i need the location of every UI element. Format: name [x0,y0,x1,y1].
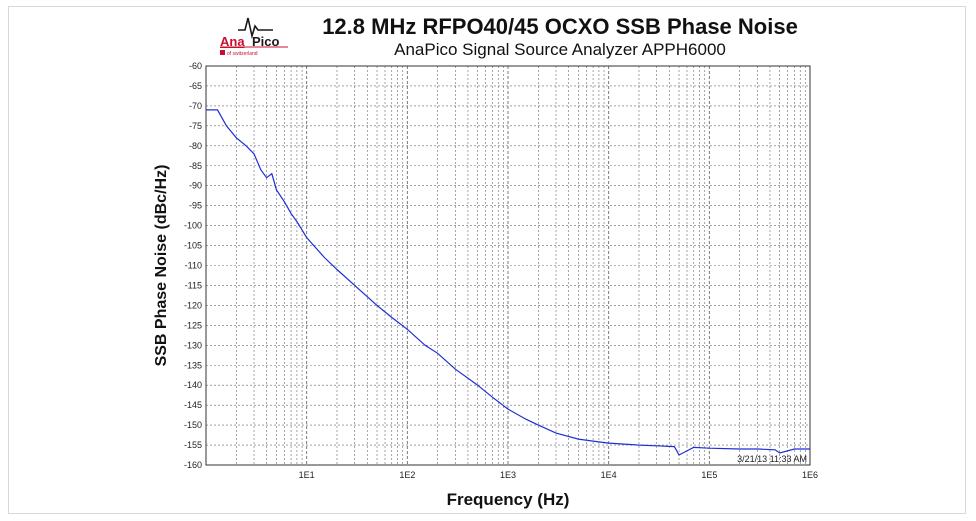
y-tick-label: -130 [184,340,202,350]
x-axis-title: Frequency (Hz) [447,490,570,509]
y-tick-label: -155 [184,440,202,450]
y-tick-label: -145 [184,400,202,410]
y-tick-label: -115 [185,280,202,290]
y-tick-label: -105 [184,241,202,251]
logo-waveform-icon [220,17,288,55]
grid-lines [206,65,810,466]
y-tick-label: -85 [189,161,202,171]
plot-area-border [205,65,811,466]
y-tick-label: -110 [185,261,202,271]
y-tick-labels: -60 -65 -70 -75 -80 -85 -90 -95 -100 -105 -110 -115… [184,61,202,470]
y-tick-label: -150 [184,420,202,430]
logo-ana-text: Ana [220,34,245,49]
y-tick-label: -65 [189,81,202,91]
y-tick-label: -90 [189,181,202,191]
logo-tagline: of switzerland [227,51,258,57]
x-tick-label: 1E2 [399,470,415,480]
chart-subtitle: AnaPico Signal Source Analyzer APPH6000 [394,40,726,59]
y-tick-label: -95 [189,201,202,211]
y-tick-label: -70 [189,101,202,111]
phase-noise-trace [206,109,810,456]
x-tick-label: 1E5 [701,470,717,480]
y-tick-label: -120 [184,300,202,310]
x-tick-label: 1E4 [601,470,617,480]
y-tick-label: -100 [184,221,202,231]
anapico-logo: Ana Pico of switzerland [218,16,296,62]
x-tick-label: 1E6 [802,470,818,480]
chart-frame [8,6,966,514]
y-tick-label: -135 [184,360,202,370]
chart-title: 12.8 MHz RFPO40/45 OCXO SSB Phase Noise [322,14,798,39]
y-tick-label: -75 [189,121,202,131]
x-tick-labels: 1E1 1E2 1E3 1E4 1E5 1E6 [299,470,818,480]
y-tick-label: -160 [184,460,202,470]
logo-pico-text: Pico [252,34,280,49]
y-tick-label: -125 [184,320,202,330]
x-tick-label: 1E3 [500,470,516,480]
x-tick-label: 1E1 [299,470,315,480]
timestamp-annotation: 3/21/13 11:33 AM [737,454,807,464]
y-axis-title: SSB Phase Noise (dBc/Hz) [153,165,170,367]
y-tick-label: -80 [189,141,202,151]
y-tick-label: -60 [189,61,202,71]
y-tick-label: -140 [184,380,202,390]
